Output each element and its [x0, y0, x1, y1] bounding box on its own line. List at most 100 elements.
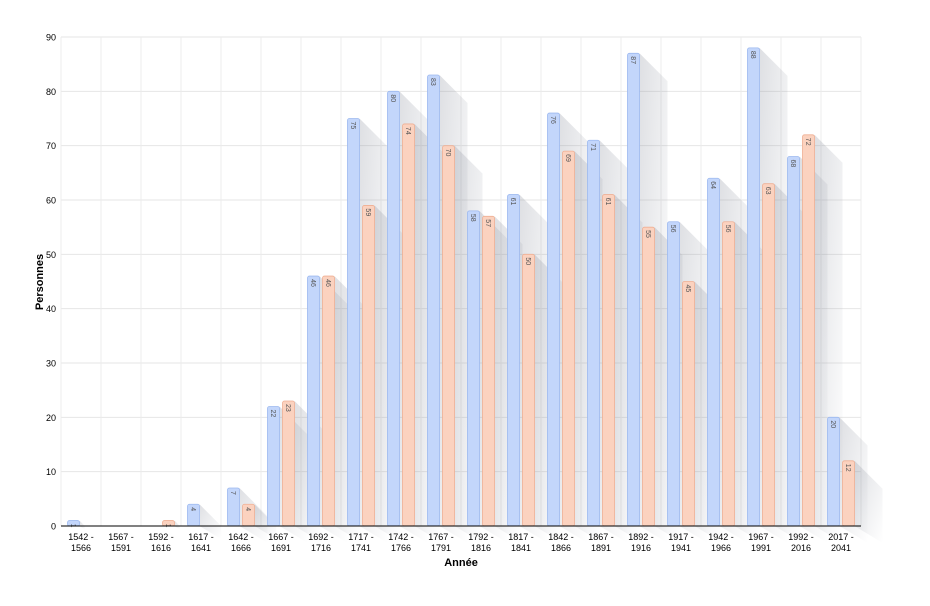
bar-series-2 [562, 150, 575, 527]
x-tick-label: 1817 -1841 [508, 532, 534, 553]
bar-series-2 [802, 134, 815, 527]
bar-value-label: 72 [804, 138, 811, 146]
bar-value-label: 83 [429, 78, 436, 86]
bar-series-1 [627, 52, 640, 527]
y-tick-label: 90 [46, 33, 56, 43]
bar-series-2 [602, 194, 615, 527]
bar-series-1 [787, 156, 800, 527]
bar-series-2 [762, 183, 775, 527]
bar-series-1 [827, 416, 840, 527]
x-tick-label: 1792 -1816 [468, 532, 494, 553]
bar-value-label: 50 [524, 257, 531, 265]
bar-value-label: 55 [644, 230, 651, 238]
x-tick-label: 1642 -1666 [228, 532, 254, 553]
bar-value-label: 76 [549, 116, 556, 124]
x-tick-label: 1692 -1716 [308, 532, 334, 553]
bar-value-label: 70 [444, 149, 451, 157]
y-tick-label: 40 [46, 304, 56, 314]
x-tick-label: 1767 -1791 [428, 532, 454, 553]
x-tick-label: 1717 -1741 [348, 532, 374, 553]
bar-series-1 [667, 221, 680, 527]
x-tick-label: 1942 -1966 [708, 532, 734, 553]
bar-value-label: 4 [189, 507, 196, 511]
x-tick-label: 1992 -2016 [788, 532, 814, 553]
y-tick-label: 0 [51, 522, 56, 532]
y-tick-label: 10 [46, 467, 56, 477]
bar-series-1 [707, 177, 720, 527]
bar-value-label: 74 [404, 127, 411, 135]
x-tick-label: 1892 -1916 [628, 532, 654, 553]
bar-series-1 [427, 74, 440, 527]
y-tick-label: 80 [46, 87, 56, 97]
y-tick-label: 30 [46, 359, 56, 369]
bar-value-label: 63 [764, 187, 771, 195]
bar-series-2 [522, 253, 535, 527]
bar-series-2 [642, 226, 655, 527]
bar-shadow [174, 520, 180, 530]
bar-value-label: 46 [324, 279, 331, 287]
bar-series-2 [402, 123, 415, 527]
bar-value-label: 56 [724, 225, 731, 233]
y-axis-title: Personnes [34, 254, 46, 310]
bar-value-label: 57 [484, 219, 491, 227]
bar-value-label: 88 [749, 51, 756, 59]
x-tick-label: 1592 -1616 [148, 532, 174, 553]
bar-series-1 [467, 210, 480, 527]
y-tick-label: 70 [46, 141, 56, 151]
y-tick-label: 50 [46, 250, 56, 260]
y-tick-label: 20 [46, 413, 56, 423]
bar-value-label: 23 [284, 404, 291, 412]
bar-series-2 [362, 205, 375, 527]
bar-series-2 [722, 221, 735, 527]
shadow-layer [79, 47, 883, 543]
bar-shadow [79, 520, 85, 530]
bar-series-2 [442, 145, 455, 527]
bar-shadow [254, 504, 277, 540]
bar-series-1 [587, 139, 600, 527]
bar-series-1 [507, 194, 520, 527]
bar-value-label: 61 [509, 198, 516, 206]
bar-value-label: 45 [684, 285, 691, 293]
bar-shadow [854, 460, 883, 543]
x-tick-label: 1842 -1866 [548, 532, 574, 553]
bar-value-label: 46 [309, 279, 316, 287]
axis-layer: 0 10 20 30 40 50 60 70 80 90 1542 -1566 1567 -1591 1… [46, 33, 861, 553]
bar-value-label: 56 [669, 225, 676, 233]
bar-series-1 [547, 112, 560, 527]
x-tick-label: 1567 -1591 [108, 532, 134, 553]
bar-layer: 1147422234646755980748370585761507669716… [67, 47, 855, 528]
bar-value-label: 7 [229, 491, 236, 495]
bar-series-1 [347, 118, 360, 527]
bar-value-label: 69 [564, 154, 571, 162]
bar-value-label: 80 [389, 94, 396, 102]
bar-value-label: 75 [349, 122, 356, 130]
x-tick-label: 1917 -1941 [668, 532, 694, 553]
bar-value-label: 68 [789, 160, 796, 168]
bar-series-1 [307, 275, 320, 527]
x-tick-label: 1742 -1766 [388, 532, 414, 553]
bar-value-label: 64 [709, 181, 716, 189]
x-tick-label: 1617 -1641 [188, 532, 214, 553]
bar-value-label: 58 [469, 214, 476, 222]
bar-value-label: 12 [844, 464, 851, 472]
bar-series-1 [387, 90, 400, 527]
bar-series-2 [282, 400, 295, 527]
bar-series-1 [747, 47, 760, 527]
x-axis-title: Année [444, 557, 478, 569]
bar-shadow [199, 504, 222, 540]
y-tick-label: 60 [46, 196, 56, 206]
bar-value-label: 22 [269, 409, 276, 417]
bar-value-label: 59 [364, 208, 371, 216]
x-tick-label: 1967 -1991 [748, 532, 774, 553]
x-tick-label: 2017 -2041 [828, 532, 854, 553]
x-tick-label: 1667 -1691 [268, 532, 294, 553]
x-tick-label: 1867 -1891 [588, 532, 614, 553]
bar-value-label: 20 [829, 420, 836, 428]
bar-series-2 [682, 281, 695, 527]
bar-series-2 [322, 275, 335, 527]
bar-series-2 [482, 215, 495, 527]
bar-value-label: 87 [629, 56, 636, 64]
bar-value-label: 61 [604, 198, 611, 206]
